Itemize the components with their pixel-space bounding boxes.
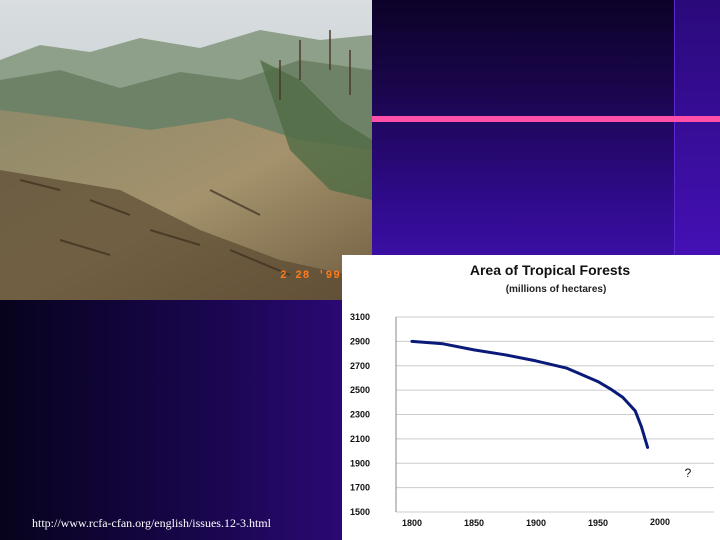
deforested-hillside-photo: 2 28 '99 [0, 0, 372, 300]
x-axis-ticks: 1800 1850 1900 1950 2000 [402, 517, 670, 528]
y-tick-label: 1500 [350, 507, 370, 517]
dark-gradient-panel [372, 0, 675, 255]
source-url: http://www.rcfa-cfan.org/english/issues.… [32, 516, 271, 530]
y-tick-label: 2100 [350, 434, 370, 444]
y-tick-label: 2500 [350, 385, 370, 395]
hillside-illustration [0, 0, 372, 300]
y-tick-label: 1900 [350, 458, 370, 468]
y-tick-label: 2300 [350, 410, 370, 420]
chart-subtitle: (millions of hectares) [506, 284, 607, 295]
y-tick-label: 1700 [350, 483, 370, 493]
chart-title: Area of Tropical Forests [470, 262, 630, 278]
y-tick-label: 3100 [350, 312, 370, 322]
pink-divider [372, 116, 720, 122]
x-tick-label: 2000 [650, 517, 670, 527]
photo-date-stamp: 2 28 '99 [280, 270, 341, 282]
y-tick-label: 2700 [350, 361, 370, 371]
x-tick-label: 1900 [526, 518, 546, 528]
future-question-mark: ? [685, 466, 692, 480]
x-tick-label: 1800 [402, 518, 422, 528]
tropical-forest-chart: Area of Tropical Forests (millions of he… [342, 255, 720, 540]
y-axis-ticks: 3100 2900 2700 2500 2300 2100 1900 1700 1500 [350, 312, 370, 517]
y-tick-label: 2900 [350, 336, 370, 346]
side-gradient-panel [675, 0, 720, 255]
grid-lines [396, 316, 714, 513]
chart-canvas: Area of Tropical Forests (millions of he… [350, 262, 714, 528]
series-line [410, 339, 650, 449]
x-tick-label: 1950 [588, 518, 608, 528]
x-tick-label: 1850 [464, 518, 484, 528]
